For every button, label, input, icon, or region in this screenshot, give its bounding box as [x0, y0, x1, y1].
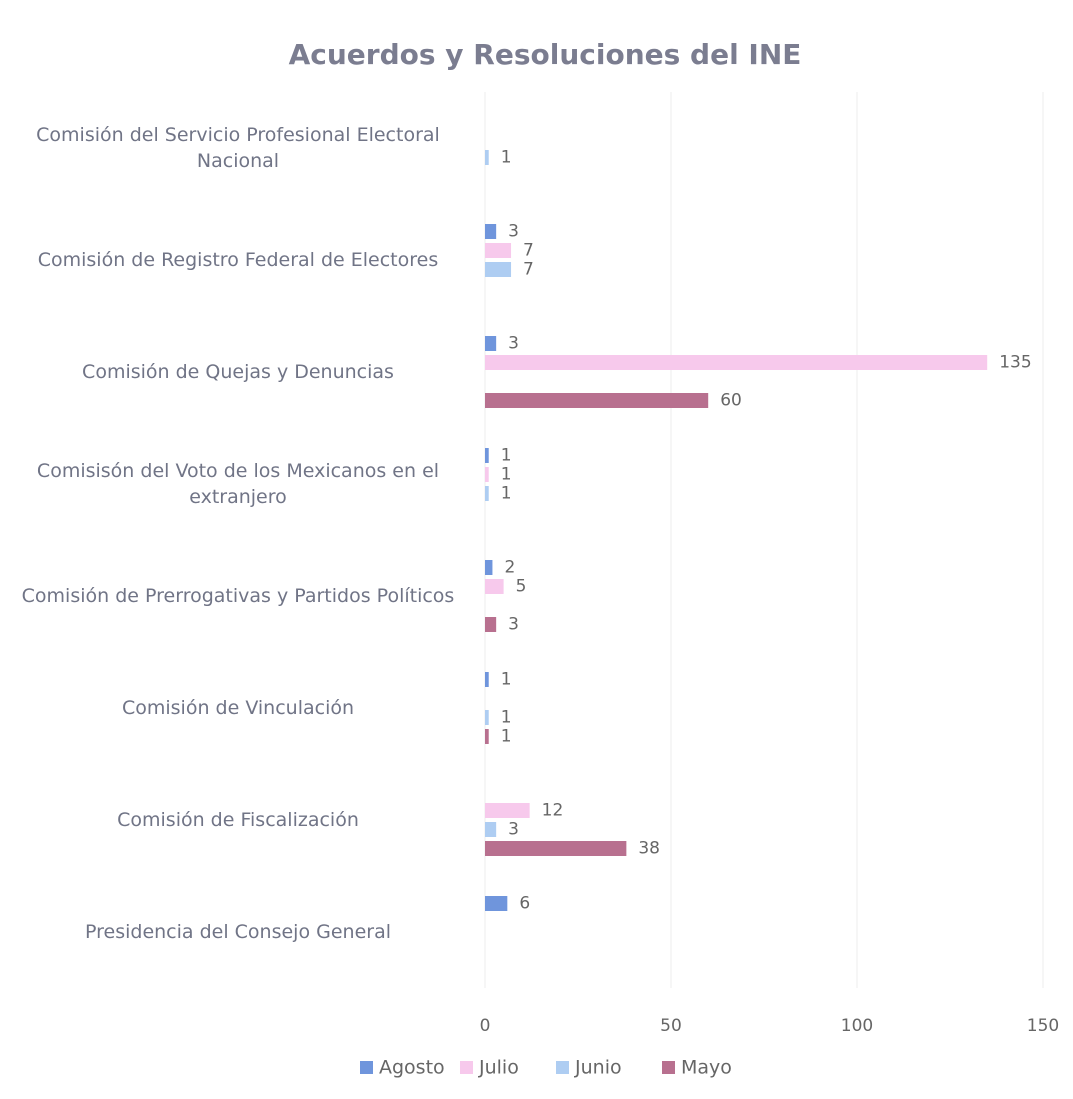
legend-label: Agosto	[379, 1057, 445, 1079]
bar	[485, 448, 489, 463]
bar	[485, 243, 512, 258]
value-label: 7	[523, 260, 534, 280]
legend-label: Mayo	[681, 1057, 732, 1079]
value-label: 12	[542, 801, 564, 821]
bar	[485, 896, 508, 911]
x-tick-label: 50	[660, 1016, 682, 1036]
value-label: 1	[501, 148, 512, 168]
value-label: 1	[501, 446, 512, 466]
value-label: 60	[720, 391, 742, 411]
value-label: 3	[508, 820, 519, 840]
bar	[485, 729, 489, 744]
x-tick-label: 150	[1027, 1016, 1059, 1036]
value-label: 1	[501, 670, 512, 690]
value-label: 1	[501, 484, 512, 504]
value-label: 38	[638, 839, 660, 859]
x-tick-label: 0	[480, 1016, 491, 1036]
bar	[485, 224, 497, 239]
y-tick-label: Comisión de Quejas y Denuncias	[82, 361, 394, 383]
legend-swatch	[662, 1061, 675, 1074]
bar	[485, 822, 497, 837]
value-label: 7	[523, 241, 534, 261]
value-label: 3	[508, 615, 519, 635]
bar	[485, 486, 489, 501]
y-tick-label: Comisisón del Voto de los Mexicanos en e…	[36, 460, 440, 508]
value-label: 5	[516, 577, 527, 597]
bar	[485, 579, 504, 594]
value-label: 135	[999, 353, 1031, 373]
legend-swatch	[556, 1061, 569, 1074]
bar	[485, 393, 709, 408]
y-tick-label: Comisión del Servicio Profesional Electo…	[36, 124, 440, 172]
y-tick-label: Presidencia del Consejo General	[85, 921, 391, 943]
y-tick-label: Comisión de Vinculación	[121, 697, 355, 719]
y-tick-label: Comisión de Fiscalización	[117, 809, 359, 831]
value-label: 6	[519, 894, 530, 914]
bar	[485, 710, 489, 725]
bar	[485, 150, 489, 165]
bar	[485, 467, 489, 482]
legend-swatch	[460, 1061, 473, 1074]
value-label: 2	[504, 558, 515, 578]
y-tick-label: Comisión de Prerrogativas y Partidos Pol…	[21, 585, 455, 607]
y-tick-label: Comisión de Registro Federal de Electore…	[37, 249, 439, 271]
value-label: 1	[501, 465, 512, 485]
x-tick-label: 100	[841, 1016, 873, 1036]
value-label: 3	[508, 334, 519, 354]
chart-title: Acuerdos y Resoluciones del INE	[289, 38, 802, 71]
legend-swatch	[360, 1061, 373, 1074]
bar	[485, 336, 497, 351]
legend-label: Julio	[478, 1057, 519, 1079]
bar	[485, 355, 988, 370]
bar	[485, 803, 530, 818]
bar	[485, 841, 627, 856]
value-label: 1	[501, 727, 512, 747]
bar	[485, 560, 493, 575]
value-label: 1	[501, 708, 512, 728]
bar	[485, 262, 512, 277]
value-label: 3	[508, 222, 519, 242]
bar	[485, 672, 489, 687]
legend-label: Junio	[574, 1057, 622, 1079]
bar	[485, 617, 497, 632]
